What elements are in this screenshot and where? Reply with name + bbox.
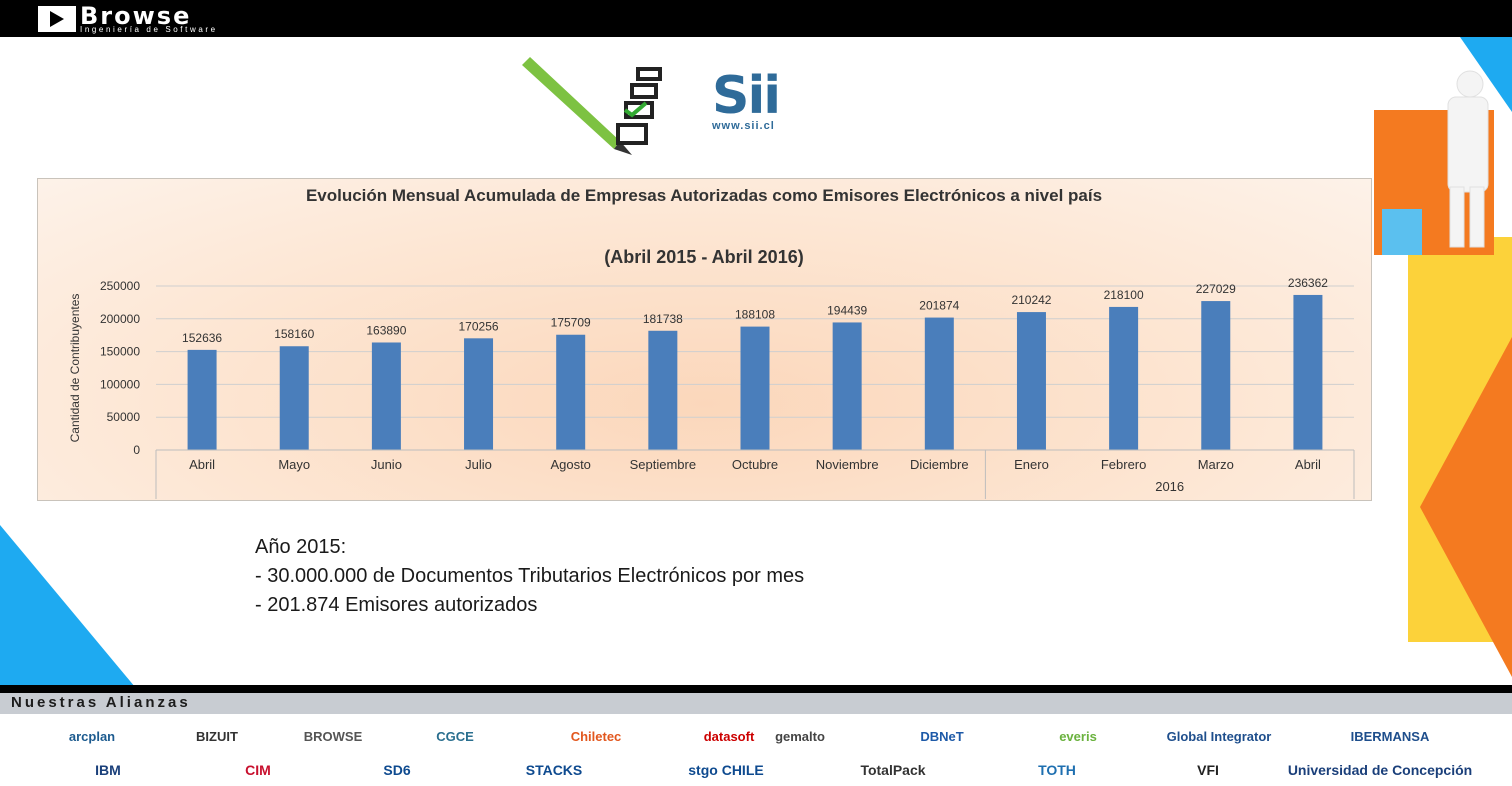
logo-name: Browse [80,1,192,30]
bar [556,334,586,450]
data-label: 227029 [1196,282,1236,296]
x-tick-label: Marzo [1198,457,1234,472]
partner-logo: CGCE [436,728,474,744]
partner-logo: arcplan [68,728,116,744]
partner-logo: TOTH [1038,762,1076,778]
bar [1109,306,1139,450]
partner-logo: stgo CHILE [688,762,764,778]
x-tick-label: Julio [465,457,492,472]
bar [1201,301,1231,450]
top-bar: Browse Ingeniería de Software [0,0,1512,37]
browse-logo: Browse Ingeniería de Software [38,1,218,34]
partner-logo: IBERMANSA [1350,728,1430,744]
chart-title: Evolución Mensual Acumulada de Empresas … [306,186,1102,205]
y-axis-label: Cantidad de Contribuyentes [68,294,82,443]
pen-icon [522,57,632,155]
data-label: 210242 [1011,293,1051,307]
partner-logo: Global Integrator [1166,728,1272,744]
data-label: 158160 [274,327,314,341]
logo-tagline: Ingeniería de Software [80,24,218,34]
partner-logo: gemalto [775,728,825,744]
x-tick-label: Abril [189,457,215,472]
x-tick-label: Agosto [550,457,590,472]
data-label: 181738 [643,312,683,326]
data-label: 170256 [459,319,499,333]
notes-heading: Año 2015: [255,536,347,558]
footer-divider [0,685,1512,693]
bar [1293,294,1323,450]
y-tick-label: 50000 [107,410,141,424]
notes: Año 2015: - 30.000.000 de Documentos Tri… [255,533,804,620]
bar [648,330,678,450]
partner-logo: TotalPack [860,762,926,778]
x-tick-label: Septiembre [630,457,696,472]
data-label: 163890 [366,323,406,337]
x-tick-label: Noviembre [816,457,879,472]
x-tick-label: Enero [1014,457,1049,472]
bar [279,346,309,450]
partner-logo: BROWSE [303,728,363,744]
y-tick-label: 200000 [100,312,140,326]
partner-logo: CIM [245,762,271,778]
data-label: 188108 [735,308,775,322]
partner-logo: Universidad de Concepción [1287,762,1473,778]
x-tick-label: Febrero [1101,457,1147,472]
sii-logo: Sii www.sii.cl [712,66,812,136]
chart-subtitle: (Abril 2015 - Abril 2016) [604,247,803,267]
bar [1016,312,1046,450]
x-tick-label: Abril [1295,457,1321,472]
partner-logo: SD6 [383,762,411,778]
businessman-icon [1447,70,1489,248]
partner-logo: DBNeT [920,728,964,744]
sii-mark: Sii [712,66,781,126]
partner-logo: datasoft [703,728,755,744]
footer-title: Nuestras Alianzas [11,694,191,711]
checkbox-icons [616,67,662,145]
data-label: 175709 [551,316,591,330]
browse-logo-mark [38,6,76,32]
partner-logo: IBM [95,762,121,778]
bar [371,342,401,450]
y-tick-label: 150000 [100,345,140,359]
data-label: 152636 [182,331,222,345]
data-label: 201874 [919,299,959,313]
group-label: 2016 [1155,479,1184,494]
sii-url: www.sii.cl [712,120,775,132]
chart-svg: Evolución Mensual Acumulada de Empresas … [68,186,1355,499]
x-tick-label: Mayo [278,457,310,472]
checklist-image [520,53,706,160]
x-tick-label: Diciembre [910,457,969,472]
y-tick-label: 0 [133,443,140,457]
partner-logo: BIZUIT [196,728,238,744]
partner-logo: everis [1059,728,1097,744]
notes-emitters: - 201.874 Emisores autorizados [255,594,538,616]
x-tick-label: Junio [371,457,402,472]
bar-chart: Evolución Mensual Acumulada de Empresas … [37,178,1372,501]
decor-left [0,525,135,687]
bar [464,338,494,450]
notes-documents: - 30.000.000 de Documentos Tributarios E… [255,565,805,587]
decor-right [1374,37,1512,677]
data-label: 236362 [1288,276,1328,290]
bar [740,326,770,450]
bar [187,349,217,450]
bar [832,322,862,450]
partner-logo: STACKS [525,762,583,778]
y-tick-label: 250000 [100,279,140,293]
bar [924,317,954,450]
partner-logo: Chiletec [570,728,622,744]
x-tick-label: Octubre [732,457,778,472]
y-tick-label: 100000 [100,377,140,391]
footer-title-bar: Nuestras Alianzas [0,693,1512,714]
partner-logo: VFI [1197,762,1219,778]
data-label: 218100 [1104,288,1144,302]
data-label: 194439 [827,303,867,317]
